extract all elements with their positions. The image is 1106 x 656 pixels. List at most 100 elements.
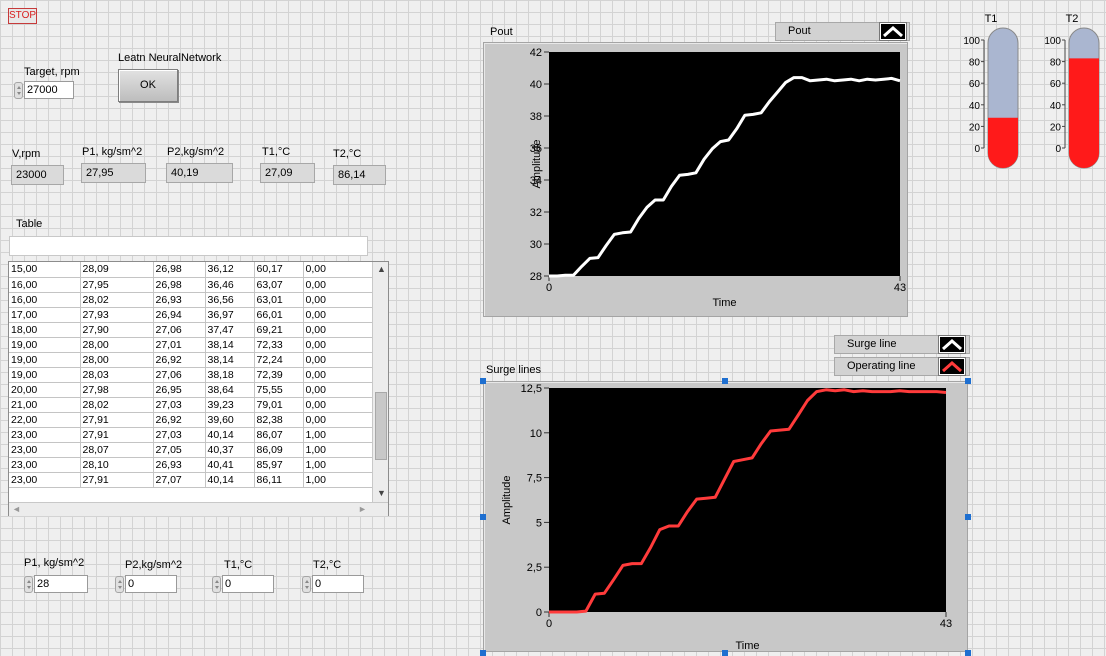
table-cell[interactable]: 28,09	[80, 262, 154, 278]
table-cell[interactable]: 86,07	[254, 427, 304, 443]
scroll-right-icon[interactable]: ►	[358, 504, 367, 514]
table-cell[interactable]: 1,00	[303, 472, 373, 488]
table-cell[interactable]: 0,00	[303, 367, 373, 383]
table-cell[interactable]: 19,00	[9, 337, 81, 353]
table-cell[interactable]: 26,95	[153, 382, 206, 398]
t2-spinner[interactable]	[302, 576, 311, 593]
table-cell[interactable]: 27,95	[80, 277, 154, 293]
table-cell[interactable]: 28,00	[80, 337, 154, 353]
table-cell[interactable]: 86,09	[254, 442, 304, 458]
table-cell[interactable]: 26,92	[153, 412, 206, 428]
table-cell[interactable]: 28,02	[80, 397, 154, 413]
table-cell[interactable]: 82,38	[254, 412, 304, 428]
table-row[interactable]: 23,00 28,07 27,05 40,37 86,09 1,00	[9, 442, 373, 458]
table-row[interactable]: 23,00 27,91 27,07 40,14 86,11 1,00	[9, 472, 373, 488]
table-cell[interactable]: 15,00	[9, 262, 81, 278]
p1-control[interactable]: 28	[24, 575, 88, 593]
table-row[interactable]: 17,00 27,93 26,94 36,97 66,01 0,00	[9, 307, 373, 323]
table-cell[interactable]: 37,47	[205, 322, 255, 338]
table-row[interactable]: 22,00 27,91 26,92 39,60 82,38 0,00	[9, 412, 373, 428]
table-row[interactable]: 19,00 28,00 27,01 38,14 72,33 0,00	[9, 337, 373, 353]
table-cell[interactable]: 26,93	[153, 292, 206, 308]
table-cell[interactable]: 26,98	[153, 262, 206, 278]
table-cell[interactable]: 19,00	[9, 352, 81, 368]
p2-control[interactable]: 0	[115, 575, 177, 593]
table-cell[interactable]: 18,00	[9, 322, 81, 338]
table-cell[interactable]: 63,07	[254, 277, 304, 293]
table-row[interactable]: 18,00 27,90 27,06 37,47 69,21 0,00	[9, 322, 373, 338]
table-row[interactable]: 23,00 27,91 27,03 40,14 86,07 1,00	[9, 427, 373, 443]
stop-button[interactable]: STOP	[8, 8, 37, 24]
p2-input[interactable]: 0	[125, 575, 177, 593]
scroll-down-icon[interactable]: ▼	[377, 488, 386, 498]
resize-handle[interactable]	[722, 378, 728, 384]
table-row[interactable]: 16,00 27,95 26,98 36,46 63,07 0,00	[9, 277, 373, 293]
t2-input[interactable]: 0	[312, 575, 364, 593]
p1-spinner[interactable]	[24, 576, 33, 593]
table-cell[interactable]: 0,00	[303, 262, 373, 278]
table-cell[interactable]: 27,05	[153, 442, 206, 458]
resize-handle[interactable]	[965, 650, 971, 656]
resize-handle[interactable]	[722, 650, 728, 656]
table-row[interactable]: 16,00 28,02 26,93 36,56 63,01 0,00	[9, 292, 373, 308]
surge-legend-row-2[interactable]: Operating line	[834, 357, 970, 376]
table-cell[interactable]: 27,03	[153, 427, 206, 443]
table-cell[interactable]: 23,00	[9, 457, 81, 473]
table-cell[interactable]: 28,07	[80, 442, 154, 458]
table-cell[interactable]: 27,91	[80, 412, 154, 428]
table-cell[interactable]: 17,00	[9, 307, 81, 323]
table-cell[interactable]: 0,00	[303, 322, 373, 338]
table-cell[interactable]: 27,91	[80, 427, 154, 443]
table-cell[interactable]: 38,14	[205, 337, 255, 353]
target-spinner[interactable]	[14, 82, 23, 99]
table-cell[interactable]: 40,41	[205, 457, 255, 473]
table-cell[interactable]: 39,60	[205, 412, 255, 428]
operating-line-legend-swatch[interactable]	[938, 357, 966, 376]
t1-input[interactable]: 0	[222, 575, 274, 593]
table-cell[interactable]: 23,00	[9, 442, 81, 458]
table-cell[interactable]: 22,00	[9, 412, 81, 428]
table-cell[interactable]: 0,00	[303, 292, 373, 308]
target-rpm-input[interactable]: 27000	[24, 81, 74, 99]
table-cell[interactable]: 27,98	[80, 382, 154, 398]
table-cell[interactable]: 27,07	[153, 472, 206, 488]
table-cell[interactable]: 38,18	[205, 367, 255, 383]
target-rpm-control[interactable]: 27000	[14, 81, 74, 99]
table-cell[interactable]: 75,55	[254, 382, 304, 398]
table-cell[interactable]: 40,14	[205, 427, 255, 443]
table-row[interactable]: 19,00 28,00 26,92 38,14 72,24 0,00	[9, 352, 373, 368]
table-cell[interactable]: 39,23	[205, 397, 255, 413]
table-cell[interactable]: 27,06	[153, 322, 206, 338]
table-cell[interactable]: 36,12	[205, 262, 255, 278]
table-cell[interactable]: 79,01	[254, 397, 304, 413]
table-cell[interactable]: 66,01	[254, 307, 304, 323]
table-row[interactable]: 21,00 28,02 27,03 39,23 79,01 0,00	[9, 397, 373, 413]
table-row[interactable]: 23,00 28,10 26,93 40,41 85,97 1,00	[9, 457, 373, 473]
table-cell[interactable]: 60,17	[254, 262, 304, 278]
table-row[interactable]: 15,00 28,09 26,98 36,12 60,17 0,00	[9, 262, 373, 278]
vertical-scroll-thumb[interactable]	[375, 392, 387, 460]
table-cell[interactable]: 27,90	[80, 322, 154, 338]
table-cell[interactable]: 28,10	[80, 457, 154, 473]
table-cell[interactable]: 86,11	[254, 472, 304, 488]
table-cell[interactable]: 28,02	[80, 292, 154, 308]
table-cell[interactable]: 28,03	[80, 367, 154, 383]
surge-legend-row-1[interactable]: Surge line	[834, 335, 970, 354]
table-cell[interactable]: 27,93	[80, 307, 154, 323]
table-cell[interactable]: 0,00	[303, 277, 373, 293]
learn-ok-button[interactable]: OK	[118, 69, 178, 102]
table-cell[interactable]: 69,21	[254, 322, 304, 338]
table-cell[interactable]: 0,00	[303, 352, 373, 368]
table-cell[interactable]: 1,00	[303, 427, 373, 443]
table-vertical-scrollbar[interactable]: ▲ ▼	[372, 262, 388, 502]
surge-chart[interactable]: 0 2,5 5 7,5 10 12,5 0 43 Time Amplitude	[483, 381, 968, 652]
table-cell[interactable]: 72,39	[254, 367, 304, 383]
resize-handle[interactable]	[480, 650, 486, 656]
table-cell[interactable]: 20,00	[9, 382, 81, 398]
p2-spinner[interactable]	[115, 576, 124, 593]
data-table[interactable]: 15,00 28,09 26,98 36,12 60,17 0,00 16,00 27,95 2…	[8, 261, 389, 516]
t1-control[interactable]: 0	[212, 575, 274, 593]
table-cell[interactable]: 26,93	[153, 457, 206, 473]
table-cell[interactable]: 63,01	[254, 292, 304, 308]
table-cell[interactable]: 1,00	[303, 442, 373, 458]
